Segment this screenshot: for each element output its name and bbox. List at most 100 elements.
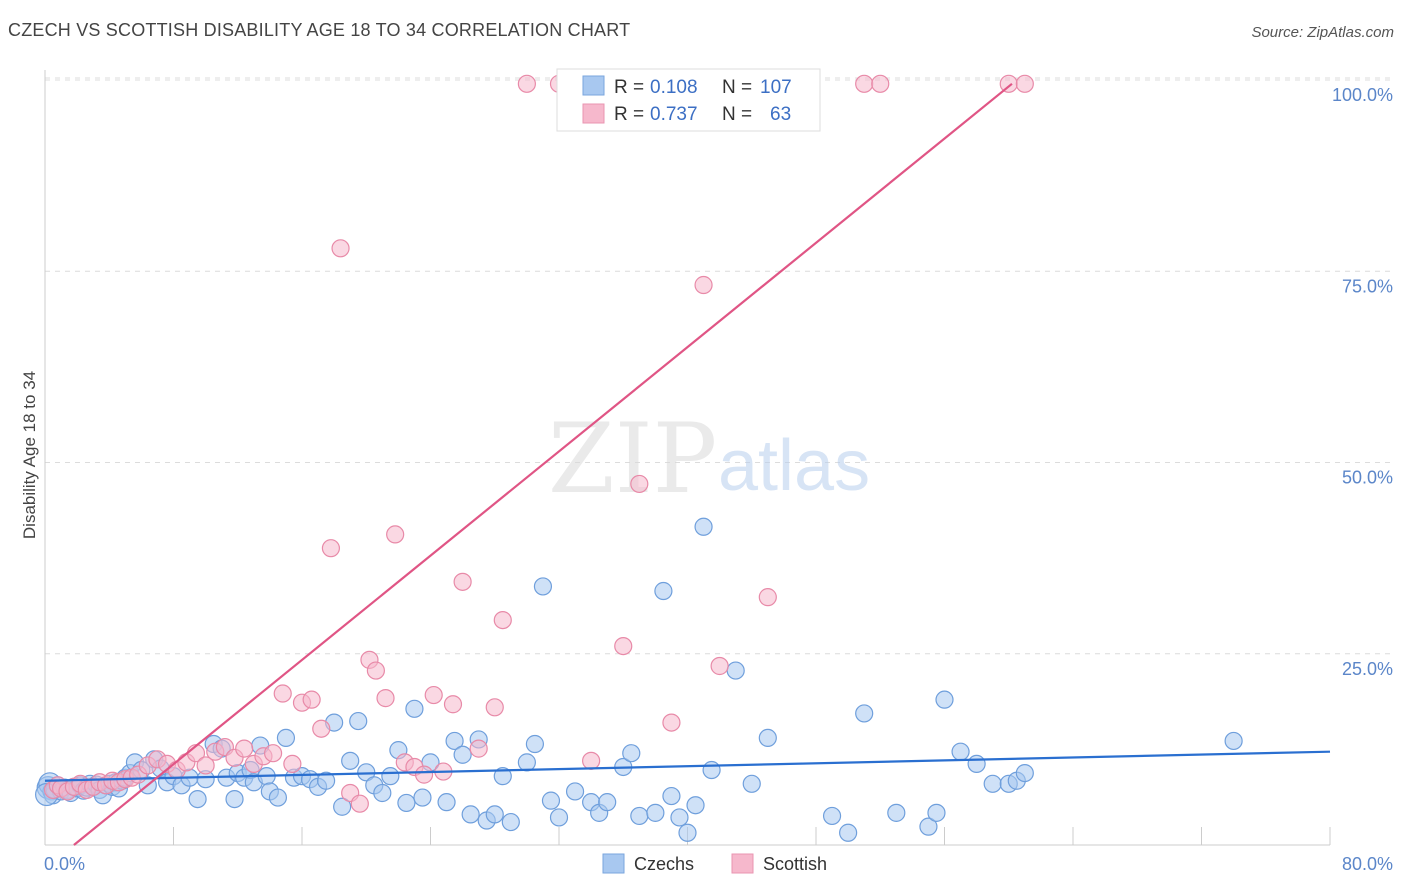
czechs-point [967,754,986,774]
y-tick-labels: 25.0% 50.0% 75.0% 100.0% [1332,85,1393,679]
points-layer [35,74,1243,842]
czechs-point [1015,763,1034,783]
scottish-point [694,275,713,295]
legend-bottom-scottish-label: Scottish [763,854,827,874]
scottish-point [630,474,649,494]
czechs-point [373,783,392,803]
y-axis-title: Disability Age 18 to 34 [20,371,39,539]
czechs-point [349,711,368,731]
czechs-point [413,788,432,807]
scottish-point [469,739,488,758]
scottish-point [196,756,215,775]
legend-top: R = 0.108 N = 107 R = 0.737 N = 63 [556,68,821,132]
y-tick-label: 100.0% [1332,85,1393,105]
scottish-point [366,661,385,680]
x-tick-label: 0.0% [44,854,85,874]
czechs-point [951,742,970,761]
czechs-point [316,771,336,790]
legend-czechs-n-label: N = [722,77,752,98]
scottish-point [999,74,1018,93]
legend-bottom: Czechs Scottish [602,853,827,874]
czechs-point [541,791,561,810]
scottish-point [443,695,463,714]
scottish-point [273,684,292,703]
czechs-point [839,823,858,842]
watermark: ZIP atlas [548,403,870,515]
scottish-point [517,74,536,93]
czechs-point [276,728,296,748]
scottish-point [263,744,283,763]
czechs-point [742,774,761,793]
axis-layer [44,70,1331,846]
czechs-point [453,745,472,764]
scottish-point [331,239,350,258]
czechs-point [493,767,512,786]
czechs-point [855,704,874,723]
legend-bottom-scottish-swatch [731,853,754,874]
legend-bottom-czechs-label: Czechs [634,854,694,874]
czechs-point [188,789,207,809]
y-tick-label: 50.0% [1342,468,1393,488]
legend-scottish-n-label: N = [722,104,752,125]
scottish-point [614,636,633,656]
czechs-point [533,577,553,596]
scottish-point [302,690,321,709]
czechs-point [670,808,689,827]
czechs-point [598,793,617,812]
czechs-point [437,793,456,812]
scottish-point [312,719,331,738]
y-tick-label: 25.0% [1342,659,1393,679]
legend-bottom-czechs-swatch [602,853,625,874]
scottish-trend-line [73,82,1013,846]
scottish-point [582,751,601,770]
chart-source: Source: ZipAtlas.com [1251,24,1394,41]
czechs-point [333,797,352,816]
scottish-point [235,739,254,758]
czechs-point [501,812,520,832]
legend-scottish-n-value: 63 [770,104,791,125]
grid-layer [45,77,1390,655]
watermark-zip: ZIP [548,403,717,515]
czechs-point [405,699,424,718]
czechs-point [702,760,721,780]
legend-scottish-r-label: R = [614,104,644,125]
czechs-point [887,803,906,822]
scottish-point [321,539,341,558]
legend-czechs-swatch [582,75,605,96]
legend-scottish-r-value: 0.737 [650,104,698,125]
czechs-point [622,744,641,763]
czechs-point [485,805,504,824]
czechs-point [822,806,842,826]
scottish-point [1015,74,1034,93]
trend-layer [44,82,1331,846]
x-tick-labels: 0.0% 80.0% [44,854,1393,874]
czechs-point [927,803,946,822]
scottish-point [485,698,504,717]
scottish-point [758,588,777,607]
czechs-point [686,796,705,815]
czechs-point [268,788,288,807]
scottish-point [855,74,874,93]
scottish-point [283,754,302,774]
legend-scottish-swatch [582,103,605,124]
czechs-point [525,734,545,754]
scottish-point [350,794,369,813]
czechs-point [935,690,954,709]
czechs-point [654,581,673,601]
czechs-point [662,786,681,806]
czechs-point [1224,731,1243,751]
scottish-point [493,610,512,630]
czechs-point [646,803,665,822]
y-tick-label: 75.0% [1342,276,1393,296]
czechs-point [517,753,536,772]
scottish-point [414,765,434,784]
x-tick-label: 80.0% [1342,854,1393,874]
czechs-point [445,731,464,751]
scottish-point [453,572,472,591]
czechs-point [381,767,400,786]
scottish-point [376,689,395,708]
czechs-point [983,774,1002,793]
watermark-atlas: atlas [718,426,870,506]
czechs-point [549,808,569,827]
